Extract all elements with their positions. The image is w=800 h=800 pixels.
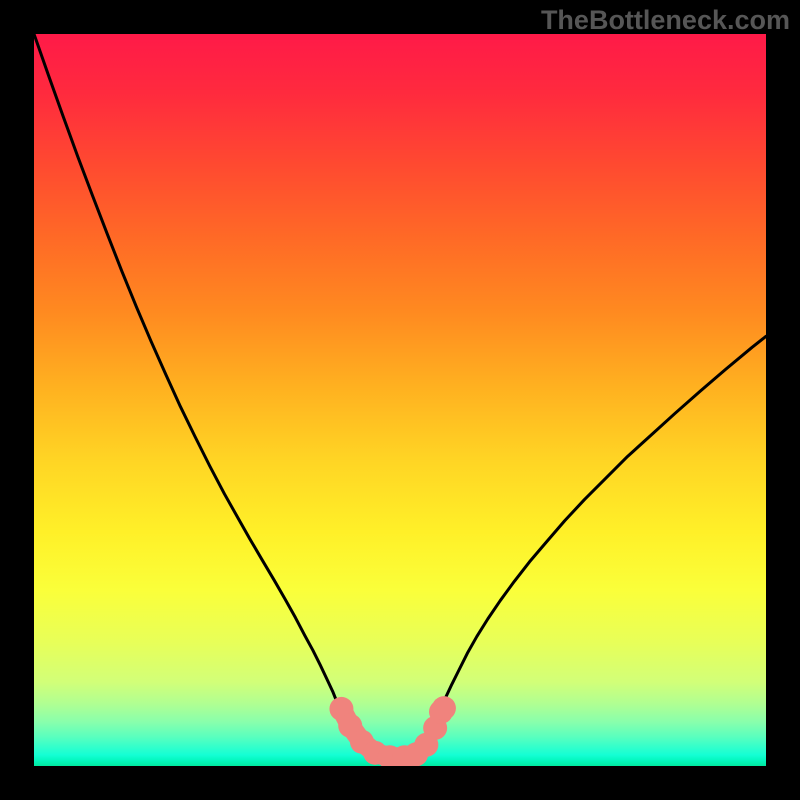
- marker-dot-detached: [432, 696, 456, 720]
- gradient-background: [34, 34, 766, 766]
- chart-frame: TheBottleneck.com: [0, 0, 800, 800]
- bottleneck-curve-chart: [34, 34, 766, 766]
- watermark-text: TheBottleneck.com: [541, 5, 790, 36]
